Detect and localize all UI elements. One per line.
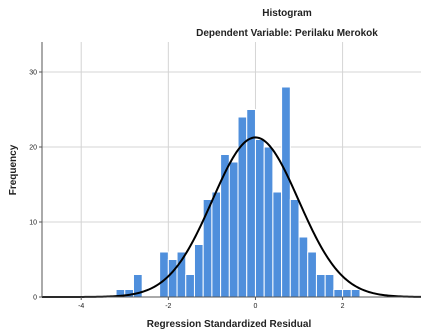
y-tick-label: 0 xyxy=(33,295,37,302)
histogram-bar xyxy=(272,191,283,298)
histogram-bar xyxy=(220,154,230,298)
histogram-bar xyxy=(281,86,291,298)
y-tick-label: 30 xyxy=(29,70,37,77)
histogram-bar xyxy=(298,236,309,298)
histogram-bar xyxy=(324,274,335,298)
histogram-bar xyxy=(211,191,222,298)
chart-subtitle: Dependent Variable: Perilaku Merokok xyxy=(196,28,378,39)
axes xyxy=(41,42,421,298)
x-tick-label: -2 xyxy=(165,303,171,310)
histogram-bar xyxy=(167,259,178,298)
y-tick-label: 10 xyxy=(29,220,37,227)
histogram-bar xyxy=(202,199,213,298)
x-axis-ticks: -4 -2 0 2 xyxy=(78,297,345,310)
histogram-bar xyxy=(185,274,195,298)
histogram-bar xyxy=(228,161,239,298)
y-tick-label: 20 xyxy=(29,145,37,152)
histogram-bar xyxy=(193,244,204,298)
chart-title: Histogram xyxy=(262,8,312,19)
histogram-bar xyxy=(350,289,361,298)
histogram-bars xyxy=(115,86,361,298)
histogram-bar xyxy=(333,289,344,298)
histogram-bar xyxy=(254,139,265,298)
histogram-bar xyxy=(307,251,317,298)
x-tick-label: 2 xyxy=(341,303,345,310)
x-tick-label: -4 xyxy=(78,303,84,310)
histogram-bar xyxy=(342,289,352,298)
histogram-bar xyxy=(263,146,274,298)
histogram-bar xyxy=(159,251,169,298)
x-axis-label: Regression Standardized Residual xyxy=(147,319,312,330)
x-tick-label: 0 xyxy=(254,303,258,310)
y-axis-ticks: 0 10 20 30 xyxy=(29,70,42,302)
histogram-bar xyxy=(289,199,300,298)
histogram-bar xyxy=(315,274,326,298)
y-axis-label: Frequency xyxy=(8,144,19,195)
